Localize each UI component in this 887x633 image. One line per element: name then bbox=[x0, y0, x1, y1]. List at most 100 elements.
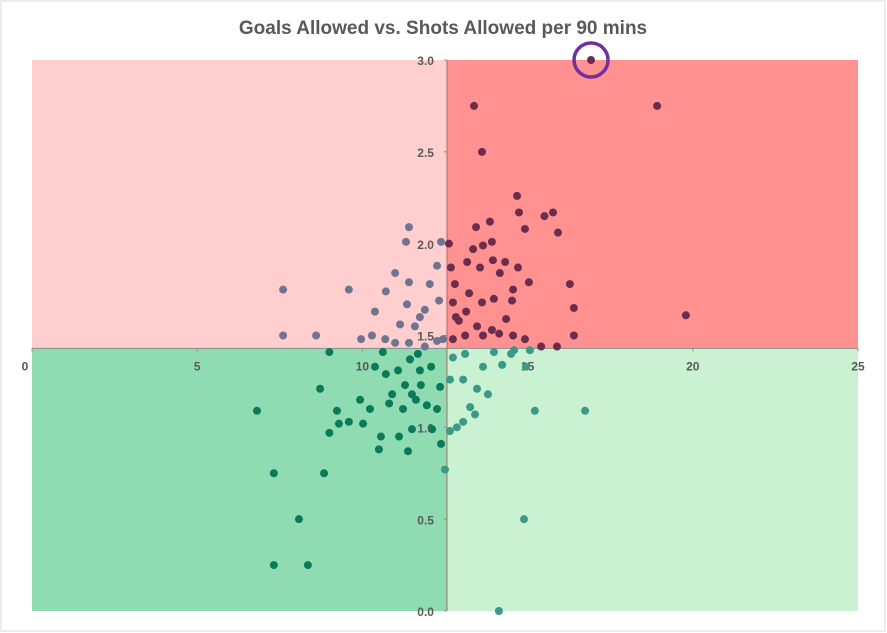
data-point bbox=[405, 355, 414, 364]
data-point bbox=[466, 403, 475, 412]
data-point bbox=[495, 269, 504, 278]
data-point bbox=[404, 223, 413, 232]
data-point bbox=[370, 307, 379, 316]
data-point bbox=[483, 390, 492, 399]
data-point bbox=[448, 298, 457, 307]
data-point bbox=[441, 465, 449, 474]
data-point bbox=[476, 263, 485, 272]
data-point bbox=[681, 311, 690, 320]
data-point bbox=[420, 342, 429, 351]
data-point bbox=[451, 313, 460, 322]
data-point bbox=[510, 346, 519, 355]
data-point bbox=[520, 224, 529, 233]
data-point bbox=[407, 425, 416, 434]
data-point bbox=[565, 280, 574, 289]
data-point bbox=[494, 607, 503, 615]
data-point bbox=[478, 241, 487, 250]
data-point bbox=[344, 417, 353, 426]
x-tick-label: 20 bbox=[686, 360, 700, 374]
data-point bbox=[487, 325, 496, 334]
data-point bbox=[452, 423, 461, 432]
data-point bbox=[357, 335, 366, 344]
data-point bbox=[478, 331, 487, 340]
data-point bbox=[325, 428, 334, 437]
data-point bbox=[365, 404, 374, 413]
data-point bbox=[508, 296, 517, 305]
data-point bbox=[433, 261, 442, 270]
data-point bbox=[427, 362, 436, 371]
data-point bbox=[498, 360, 507, 369]
data-point bbox=[381, 370, 390, 379]
data-point bbox=[325, 348, 334, 357]
data-point bbox=[472, 223, 481, 232]
data-point bbox=[465, 289, 474, 298]
data-point bbox=[404, 338, 413, 347]
data-point bbox=[478, 147, 487, 156]
data-point bbox=[519, 515, 528, 524]
y-tick-label: 2.0 bbox=[417, 238, 434, 252]
data-point bbox=[356, 395, 365, 404]
y-tick-label: 0.5 bbox=[417, 513, 434, 527]
data-point bbox=[478, 298, 487, 307]
data-point bbox=[253, 406, 262, 415]
data-point bbox=[495, 329, 504, 338]
data-point bbox=[437, 439, 446, 448]
data-point bbox=[367, 331, 376, 340]
data-point bbox=[471, 410, 480, 419]
data-point bbox=[478, 362, 487, 371]
x-tick-label: 25 bbox=[851, 360, 865, 374]
y-tick-label: 3.0 bbox=[417, 54, 434, 68]
data-point bbox=[416, 381, 425, 390]
data-point bbox=[410, 322, 419, 331]
y-tick-label: 1.5 bbox=[417, 330, 434, 344]
data-point bbox=[448, 335, 457, 344]
data-point bbox=[444, 239, 453, 248]
data-point bbox=[448, 353, 457, 362]
data-point bbox=[403, 447, 412, 456]
data-point bbox=[437, 237, 446, 246]
data-point bbox=[294, 515, 303, 524]
data-point bbox=[470, 101, 479, 110]
data-point bbox=[376, 432, 385, 441]
data-point bbox=[344, 285, 353, 294]
data-point bbox=[450, 280, 459, 289]
data-point bbox=[530, 406, 539, 415]
x-tick-label: 0 bbox=[22, 360, 29, 374]
data-point bbox=[436, 382, 445, 391]
data-point bbox=[461, 331, 470, 340]
quadrant-bottom-left bbox=[32, 348, 447, 611]
quadrant-bottom-right bbox=[446, 348, 858, 611]
data-point bbox=[391, 269, 400, 278]
x-tick-label: 5 bbox=[194, 360, 201, 374]
data-point bbox=[425, 280, 434, 289]
data-point bbox=[473, 322, 482, 331]
data-point bbox=[521, 362, 530, 371]
data-point bbox=[553, 342, 562, 351]
data-point bbox=[489, 294, 498, 303]
data-point bbox=[540, 212, 549, 221]
quadrant-top-right bbox=[446, 60, 858, 349]
data-point bbox=[439, 335, 448, 344]
data-point bbox=[473, 384, 482, 393]
data-point bbox=[401, 381, 410, 390]
data-point bbox=[312, 331, 321, 340]
data-point bbox=[459, 417, 468, 426]
data-point bbox=[459, 375, 468, 384]
x-tick-label: 10 bbox=[356, 360, 370, 374]
data-point bbox=[463, 258, 472, 267]
data-point bbox=[395, 432, 404, 441]
data-point bbox=[461, 349, 470, 358]
data-point bbox=[587, 56, 596, 64]
data-point bbox=[399, 404, 408, 413]
data-point bbox=[279, 331, 288, 340]
data-point bbox=[485, 217, 494, 226]
data-point bbox=[415, 366, 424, 375]
data-point bbox=[445, 427, 454, 436]
data-point bbox=[549, 208, 558, 217]
data-point bbox=[403, 300, 412, 309]
data-point bbox=[520, 335, 529, 344]
data-point bbox=[415, 313, 424, 322]
data-point bbox=[378, 348, 387, 357]
data-point bbox=[581, 406, 590, 415]
